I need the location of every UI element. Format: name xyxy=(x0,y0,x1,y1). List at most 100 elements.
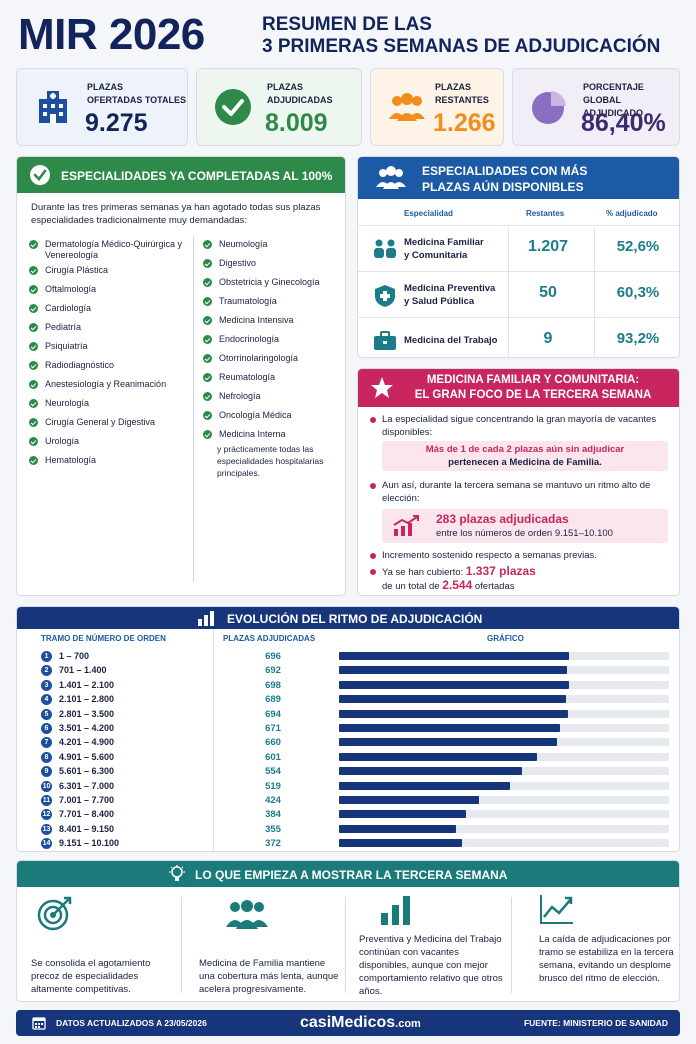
stat-label: PLAZAS xyxy=(435,82,471,92)
target-icon xyxy=(37,895,73,936)
specialty-name: Psiquiatría xyxy=(45,341,88,351)
highlight-text: pertenecen a Medicina de Familia. xyxy=(448,457,602,468)
divider xyxy=(511,897,512,993)
placed-value: 698 xyxy=(265,679,281,691)
check-circle-icon xyxy=(29,266,38,275)
line-chart-icon xyxy=(539,893,575,930)
text: de un total de xyxy=(382,581,443,592)
table-row: 1 1 – 700 696 xyxy=(17,649,679,665)
familia-bullet: Incremento sostenido respecto a semanas … xyxy=(370,549,670,562)
insight-text: Medicina de Familia mantiene una cobertu… xyxy=(199,958,339,995)
stat-card-remaining: PLAZAS RESTANTES 1.266 xyxy=(370,68,504,146)
check-circle-icon xyxy=(203,411,212,420)
range-label: 4.901 – 5.600 xyxy=(59,751,115,762)
bar xyxy=(339,796,479,804)
evolution-title: EVOLUCIÓN DEL RITMO DE ADJUDICACIÓN xyxy=(227,612,483,626)
specialty-name: Cirugía Plástica xyxy=(45,265,109,275)
list-item: Otorrinolaringología xyxy=(203,353,343,372)
range-label: 1.401 – 2.100 xyxy=(59,679,115,690)
row-number: 9 xyxy=(41,766,52,778)
placed-value: 660 xyxy=(265,737,281,749)
check-circle-icon xyxy=(29,323,38,332)
people-icon xyxy=(374,165,408,194)
specialty-name: Urología xyxy=(45,436,80,446)
specialty-name: Pediatría xyxy=(45,322,82,332)
check-circle-icon xyxy=(29,380,38,389)
calendar-icon xyxy=(32,1016,46,1035)
list-item: Pediatría xyxy=(29,322,189,341)
specialty-name: y Salud Pública xyxy=(404,296,475,307)
row-number: 2 xyxy=(41,665,52,677)
completed-list-col1: Dermatología Médico-Quirúrgica y Venereo… xyxy=(29,239,189,474)
specialty-name: Medicina Familiar xyxy=(404,237,484,248)
insight-text: Se consolida el agotamiento precoz de es… xyxy=(31,958,151,995)
footer: DATOS ACTUALIZADOS A 23/05/2026 casiMedi… xyxy=(16,1010,680,1036)
check-circle-icon xyxy=(203,240,212,249)
specialty-name: Radiodiagnóstico xyxy=(45,360,115,370)
table-row: Medicina Familiar y Comunitaria 1.207 52,… xyxy=(358,225,679,271)
footer-source: FUENTE: MINISTERIO DE SANIDAD xyxy=(523,1018,668,1028)
placed-value: 519 xyxy=(265,780,281,792)
check-circle-icon xyxy=(203,316,212,325)
range-label: 5.601 – 6.300 xyxy=(59,766,115,777)
bar-track xyxy=(339,796,669,804)
brand-logo: casiMedicos.com xyxy=(300,1014,421,1032)
stat-label: PLAZAS xyxy=(87,82,123,92)
highlight-text: Más de 1 de cada 2 plazas aún sin adjudi… xyxy=(425,444,625,455)
bar xyxy=(339,839,462,848)
stat-value: 9.275 xyxy=(85,109,148,137)
familia-bullet: Aun así, durante la tercera semana se ma… xyxy=(370,479,670,505)
bar xyxy=(339,680,570,689)
bar xyxy=(339,709,569,718)
pct-value: 52,6% xyxy=(616,238,660,255)
familia-bullet: La especialidad sigue concentrando la gr… xyxy=(370,413,670,439)
bar-track xyxy=(339,810,669,819)
stat-value: 1.266 xyxy=(433,109,496,137)
range-label: 9.151 – 10.100 xyxy=(59,838,120,849)
col-header-remaining: Restantes xyxy=(526,209,565,218)
remaining-value: 9 xyxy=(543,330,553,347)
list-item: Cirugía Plástica xyxy=(29,265,189,284)
check-circle-icon xyxy=(29,456,38,465)
familia-bullet: Ya se han cubierto: 1.337 plazas de un t… xyxy=(370,565,670,593)
specialty-name: Obstetricia y Ginecología xyxy=(219,277,320,287)
row-number: 1 xyxy=(41,651,52,662)
bar xyxy=(339,781,511,790)
specialty-name: Digestivo xyxy=(219,258,257,268)
table-row: 12 7.701 – 8.400 384 xyxy=(17,807,679,823)
bar xyxy=(339,752,538,761)
list-item: Cirugía General y Digestiva xyxy=(29,417,189,436)
completed-title: ESPECIALIDADES YA COMPLETADAS AL 100% xyxy=(61,169,333,183)
pct-value: 60,3% xyxy=(616,284,660,301)
stat-label: RESTANTES xyxy=(435,95,489,105)
table-row: 11 7.001 – 7.700 424 xyxy=(17,793,679,809)
table-row: 7 4.201 – 4.900 660 xyxy=(17,735,679,751)
range-label: 7.701 – 8.400 xyxy=(59,809,115,820)
familia-highlight-box: Más de 1 de cada 2 plazas aún sin adjudi… xyxy=(382,441,668,471)
check-circle-icon xyxy=(29,304,38,313)
page-title: MIR 2026 xyxy=(18,10,205,59)
table-row: Medicina Preventiva y Salud Pública 50 60… xyxy=(358,271,679,317)
familia-title-line2: EL GRAN FOCO DE LA TERCERA SEMANA xyxy=(414,389,652,401)
specialty-name: Reumatología xyxy=(219,372,276,382)
stat-label: PLAZAS xyxy=(267,82,303,92)
row-number: 12 xyxy=(41,809,52,821)
row-number: 10 xyxy=(41,780,52,792)
check-circle-icon xyxy=(203,259,212,268)
table-row: 3 1.401 – 2.100 698 xyxy=(17,678,679,694)
row-number: 4 xyxy=(41,694,52,706)
row-number: 13 xyxy=(41,823,52,835)
bar xyxy=(339,738,557,747)
people-icon xyxy=(385,85,429,129)
list-item: Cardiología xyxy=(29,303,189,322)
bar xyxy=(339,824,457,833)
check-circle-icon xyxy=(29,164,51,189)
stat-card-offered: PLAZAS OFERTADAS TOTALES 9.275 xyxy=(16,68,188,146)
specialty-name: Oncología Médica xyxy=(219,410,292,420)
footer-date: DATOS ACTUALIZADOS A 23/05/2026 xyxy=(56,1018,207,1028)
row-number: 8 xyxy=(41,751,52,763)
shield-cross-icon xyxy=(372,284,398,313)
list-item: Psiquiatría xyxy=(29,341,189,360)
divider xyxy=(345,897,346,993)
highlight-value: 1.337 plazas xyxy=(465,564,536,578)
